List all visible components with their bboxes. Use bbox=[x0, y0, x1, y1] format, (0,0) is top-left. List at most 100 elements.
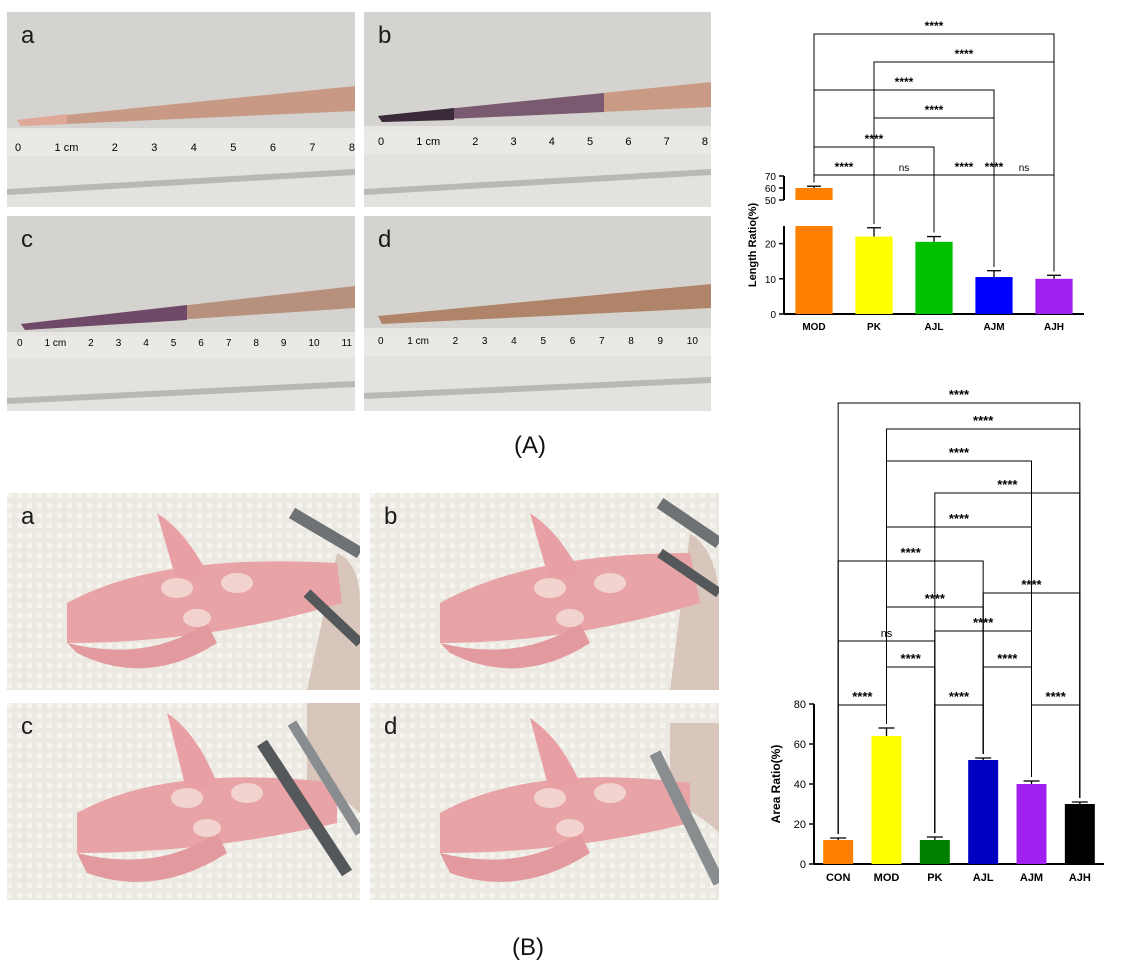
ruler-numbers: 0 1 cm 2 3 4 5 6 7 8 9 10 11 bbox=[17, 338, 352, 349]
y-tick-label: 80 bbox=[794, 699, 806, 711]
significance-label: **** bbox=[973, 615, 994, 630]
ruler-num: 2 bbox=[111, 142, 118, 154]
bar-con bbox=[823, 840, 854, 864]
ruler-num: 3 bbox=[151, 142, 158, 154]
y-axis-label: Length Ratio(%) bbox=[747, 203, 759, 288]
ruler-num: 3 bbox=[481, 336, 488, 347]
significance-label: **** bbox=[955, 47, 974, 61]
significance-bracket bbox=[934, 704, 984, 833]
significance-label: **** bbox=[997, 477, 1018, 492]
bar-ajl bbox=[915, 241, 953, 314]
caption-b: (B) bbox=[512, 934, 544, 961]
ruler-num: 7 bbox=[309, 142, 316, 154]
x-tick-label: AJH bbox=[1044, 322, 1064, 333]
tail-photo-b: b 0 1 cm 2 3 4 5 6 7 8 bbox=[364, 12, 711, 207]
significance-label: **** bbox=[925, 591, 946, 606]
photo-label-a: a bbox=[21, 503, 35, 530]
tail-photo-d-drawing bbox=[364, 216, 711, 411]
ruler-num: 10 bbox=[686, 336, 698, 347]
bar-ajm bbox=[1016, 784, 1047, 864]
photo-label-b: b bbox=[384, 503, 398, 530]
y-tick-label: 10 bbox=[765, 275, 777, 286]
tail-photo-c-drawing bbox=[7, 216, 355, 411]
significance-label: **** bbox=[973, 413, 994, 428]
ruler-num: 6 bbox=[569, 336, 576, 347]
ruler-num: 6 bbox=[625, 136, 632, 148]
tail-photo-b-drawing bbox=[364, 12, 711, 207]
ruler-num: 0 bbox=[378, 136, 385, 148]
ruler-num: 5 bbox=[170, 338, 177, 349]
paw-photo-b: b bbox=[370, 493, 719, 690]
ruler-num: 1 cm bbox=[44, 338, 67, 349]
significance-label: **** bbox=[895, 75, 914, 89]
y-tick-label: 60 bbox=[794, 739, 806, 751]
ruler-num: 0 bbox=[17, 338, 23, 349]
y-tick-label: 50 bbox=[765, 196, 777, 207]
x-tick-label: AJH bbox=[1069, 872, 1091, 884]
significance-bracket bbox=[813, 89, 995, 267]
y-tick-label: 60 bbox=[765, 184, 777, 195]
bar-mod bbox=[795, 226, 833, 314]
ruler-num: 2 bbox=[472, 136, 479, 148]
y-tick-label: 20 bbox=[794, 819, 806, 831]
ruler-num: 3 bbox=[115, 338, 122, 349]
ruler-num: 2 bbox=[452, 336, 459, 347]
paw-photo-a: a bbox=[7, 493, 360, 690]
significance-label: **** bbox=[949, 511, 970, 526]
x-tick-label: AJM bbox=[1020, 872, 1043, 884]
photo-label-c: c bbox=[21, 713, 33, 740]
significance-label: **** bbox=[925, 103, 944, 117]
significance-label: **** bbox=[949, 387, 970, 402]
bar-pk bbox=[919, 840, 950, 864]
significance-label: **** bbox=[1021, 577, 1042, 592]
significance-label: **** bbox=[835, 160, 854, 174]
ruler-num: 4 bbox=[548, 136, 555, 148]
tail-photo-c: c 0 1 cm 2 3 4 5 6 7 8 9 10 11 bbox=[7, 216, 355, 411]
significance-label: **** bbox=[925, 19, 944, 33]
ruler-num: 3 bbox=[510, 136, 517, 148]
paw-photo-d-drawing bbox=[370, 703, 719, 900]
significance-label: **** bbox=[985, 160, 1004, 174]
ruler-num: 1 cm bbox=[416, 136, 441, 148]
photo-label-c: c bbox=[21, 226, 33, 253]
ruler-num: 5 bbox=[587, 136, 594, 148]
area-ratio-chart: 0 20 40 60 80 Area Ratio(%) CON MOD PK AJL AJM AJH *… bbox=[769, 387, 1104, 884]
ruler-num: 6 bbox=[269, 142, 276, 154]
ruler-numbers: 0 1 cm 2 3 4 5 6 7 8 bbox=[15, 142, 355, 154]
paw-photo-c-drawing bbox=[7, 703, 360, 900]
ruler-num: 8 bbox=[701, 136, 708, 148]
x-tick-label: MOD bbox=[874, 872, 900, 884]
tail-photo-a-drawing bbox=[7, 12, 355, 207]
photo-label-d: d bbox=[384, 713, 398, 740]
ruler-num: 4 bbox=[511, 336, 517, 347]
paw-photo-a-drawing bbox=[7, 493, 360, 690]
x-tick-label: PK bbox=[927, 872, 942, 884]
significance-label: ns bbox=[1019, 163, 1030, 174]
ruler-num: 7 bbox=[598, 336, 605, 347]
photo-label-b: b bbox=[378, 22, 392, 49]
ruler-num: 4 bbox=[143, 338, 149, 349]
bar-ajm bbox=[975, 277, 1013, 314]
photo-label-a: a bbox=[21, 22, 35, 49]
tail-photo-d: d 0 1 cm 2 3 4 5 6 7 8 9 10 bbox=[364, 216, 711, 411]
significance-label: **** bbox=[901, 651, 922, 666]
ruler-num: 0 bbox=[15, 142, 22, 154]
significance-label: ns bbox=[899, 163, 910, 174]
ruler-num: 8 bbox=[628, 336, 634, 347]
significance-label: **** bbox=[852, 689, 873, 704]
ruler-num: 2 bbox=[88, 338, 94, 349]
ruler-num: 6 bbox=[198, 338, 204, 349]
significance-label: **** bbox=[955, 160, 974, 174]
significance-bracket bbox=[837, 704, 887, 834]
significance-bracket bbox=[886, 460, 1032, 777]
tail-photo-a: a 0 1 cm 2 3 4 5 6 7 8 bbox=[7, 12, 355, 207]
bar-ajl bbox=[968, 760, 999, 864]
bar-mod-upper bbox=[795, 188, 833, 200]
significance-label: **** bbox=[901, 545, 922, 560]
ruler-num: 8 bbox=[253, 338, 259, 349]
ruler-num: 9 bbox=[280, 338, 287, 349]
paw-photo-b-drawing bbox=[370, 493, 719, 690]
paw-photo-c: c bbox=[7, 703, 360, 900]
significance-label: **** bbox=[949, 689, 970, 704]
bar-ajh bbox=[1064, 804, 1095, 864]
